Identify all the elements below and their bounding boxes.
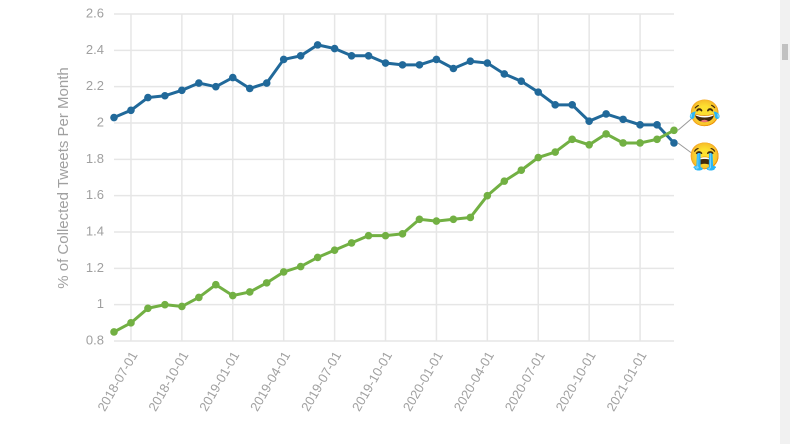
- x-tick-label: 2021-01-01: [603, 349, 649, 414]
- point: [330, 44, 339, 53]
- point: [347, 239, 356, 247]
- point: [262, 79, 271, 87]
- point: [653, 121, 661, 129]
- point: [228, 73, 237, 82]
- point: [398, 61, 407, 69]
- y-tick-label: 2.6: [86, 5, 104, 20]
- line: [113, 128, 675, 334]
- point: [415, 215, 424, 224]
- point: [568, 101, 576, 109]
- x-tick-label: 2020-07-01: [502, 349, 548, 414]
- point: [415, 61, 424, 69]
- point: [483, 59, 492, 67]
- x-tick-label: 2019-07-01: [298, 349, 344, 414]
- point: [534, 88, 543, 96]
- point: [195, 79, 203, 87]
- y-tick-label: 2: [97, 114, 104, 129]
- point: [466, 57, 475, 66]
- point: [551, 101, 560, 109]
- point: [653, 135, 661, 144]
- point: [585, 141, 593, 149]
- legend-leader: [677, 142, 698, 158]
- point: [144, 93, 152, 102]
- point: [212, 82, 220, 91]
- point: [161, 91, 169, 100]
- y-tick-label: 1.4: [86, 223, 104, 238]
- point: [534, 153, 543, 162]
- point: [245, 288, 254, 296]
- legend-label: 😭: [689, 141, 721, 171]
- point: [313, 41, 322, 49]
- x-tick-label: 2018-07-01: [94, 349, 140, 414]
- point: [500, 70, 509, 78]
- y-tick-label: 1: [97, 296, 104, 311]
- point: [432, 55, 441, 64]
- point: [110, 113, 118, 122]
- point: [381, 59, 390, 67]
- point: [364, 231, 373, 240]
- point: [245, 84, 254, 93]
- point: [279, 268, 288, 276]
- point: [347, 51, 356, 60]
- point: [670, 139, 678, 147]
- point: [364, 51, 373, 60]
- legend-leader: [677, 113, 698, 131]
- point: [619, 115, 627, 124]
- y-tick-label: 2.4: [86, 42, 104, 57]
- y-tick-label: 2.2: [86, 78, 104, 93]
- legend-label: 😂: [689, 98, 721, 128]
- point: [517, 77, 526, 86]
- point: [178, 86, 186, 95]
- scrollbar-thumb[interactable]: [782, 44, 788, 60]
- point: [296, 51, 305, 60]
- point: [636, 121, 644, 129]
- point: [279, 55, 288, 64]
- point: [670, 126, 678, 135]
- x-tick-label: 2020-01-01: [400, 349, 446, 414]
- point: [127, 319, 135, 327]
- point: [127, 106, 135, 115]
- x-tick-label: 2019-04-01: [247, 349, 293, 414]
- point: [228, 291, 237, 300]
- x-tick-label: 2018-10-01: [145, 349, 191, 414]
- point: [330, 246, 339, 254]
- x-tick-label: 2020-10-01: [552, 349, 598, 414]
- point: [313, 253, 322, 262]
- point: [161, 300, 169, 309]
- point: [381, 231, 390, 240]
- x-tick-label: 2019-01-01: [196, 349, 242, 414]
- line: [113, 43, 676, 145]
- point: [195, 293, 203, 302]
- y-tick-label: 1.8: [86, 151, 104, 166]
- point: [483, 191, 492, 200]
- scrollbar-track: [780, 0, 790, 444]
- point: [432, 217, 441, 225]
- point: [602, 130, 610, 138]
- point: [212, 280, 220, 289]
- point: [144, 304, 152, 313]
- point: [178, 302, 186, 311]
- point: [262, 279, 271, 287]
- point: [602, 110, 610, 118]
- x-tick-label: 2020-04-01: [451, 349, 497, 414]
- x-tick-label: 2019-10-01: [349, 349, 395, 414]
- point: [110, 328, 118, 336]
- point: [636, 139, 644, 147]
- point: [619, 139, 627, 147]
- y-axis-label: % of Collected Tweets Per Month: [55, 67, 72, 289]
- y-tick-label: 1.2: [86, 260, 104, 275]
- point: [585, 117, 593, 125]
- point: [500, 177, 509, 185]
- point: [398, 230, 407, 238]
- y-tick-label: 0.8: [86, 332, 104, 347]
- point: [449, 64, 458, 73]
- point: [517, 166, 526, 175]
- point: [466, 213, 475, 222]
- point: [568, 135, 576, 144]
- point: [551, 148, 560, 156]
- point: [449, 215, 458, 224]
- y-tick-label: 1.6: [86, 187, 104, 202]
- point: [296, 262, 305, 271]
